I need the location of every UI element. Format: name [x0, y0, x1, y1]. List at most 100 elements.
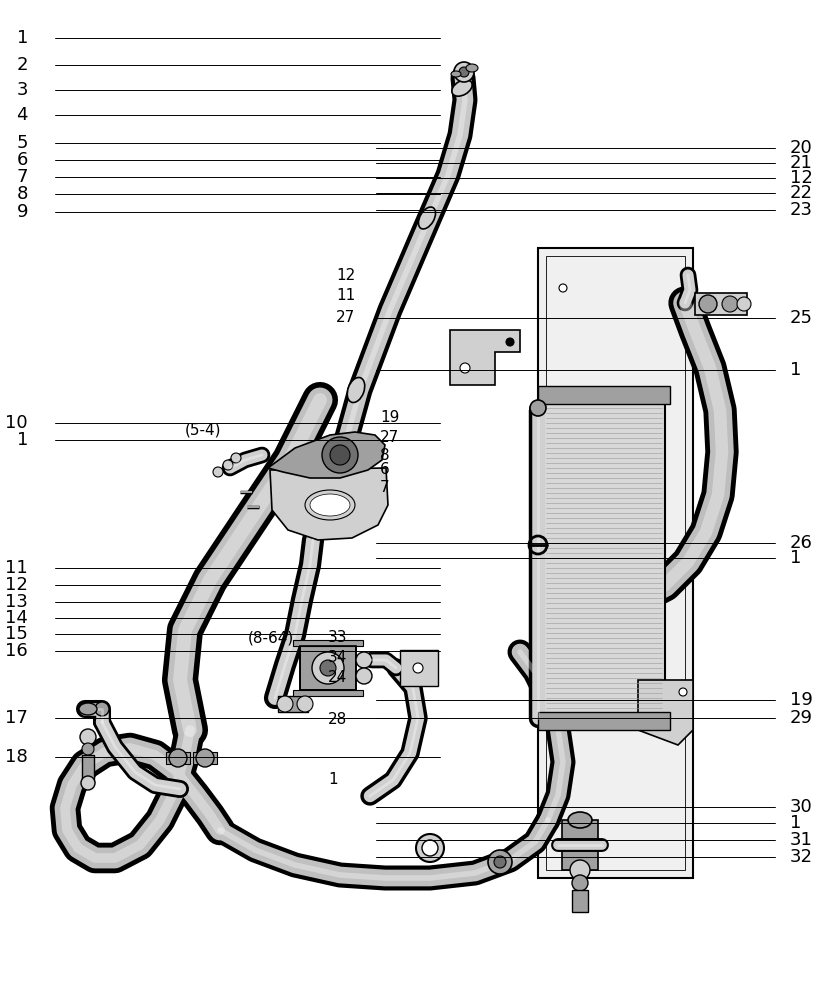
Text: 1: 1: [328, 772, 338, 788]
Circle shape: [722, 296, 738, 312]
Circle shape: [82, 743, 94, 755]
Polygon shape: [450, 330, 520, 385]
Circle shape: [679, 688, 687, 696]
Circle shape: [572, 875, 588, 891]
Bar: [193, 752, 217, 764]
Polygon shape: [270, 468, 388, 540]
Circle shape: [699, 295, 717, 313]
Ellipse shape: [451, 71, 461, 77]
Bar: [400, 650, 438, 686]
Circle shape: [422, 840, 438, 856]
Ellipse shape: [79, 703, 97, 715]
Circle shape: [80, 729, 96, 745]
Text: 17: 17: [5, 709, 28, 727]
Text: 18: 18: [5, 748, 28, 766]
Text: 19: 19: [790, 691, 813, 709]
Text: 10: 10: [6, 414, 28, 432]
Text: 1: 1: [16, 29, 28, 47]
Circle shape: [530, 400, 546, 416]
Text: 1: 1: [16, 431, 28, 449]
Bar: [543, 398, 665, 718]
Text: 8: 8: [16, 185, 28, 203]
Circle shape: [559, 284, 567, 292]
Text: 19: 19: [380, 410, 399, 426]
Circle shape: [223, 460, 233, 470]
Text: 7: 7: [16, 168, 28, 186]
Text: 31: 31: [790, 831, 813, 849]
Circle shape: [416, 834, 444, 862]
Bar: [538, 712, 670, 730]
Bar: [293, 640, 363, 646]
Ellipse shape: [348, 377, 365, 403]
Text: 12: 12: [5, 576, 28, 594]
Text: 2: 2: [16, 56, 28, 74]
Text: 22: 22: [790, 184, 813, 202]
Text: 21: 21: [790, 154, 813, 172]
Circle shape: [459, 67, 469, 77]
Ellipse shape: [310, 494, 350, 516]
Text: 27: 27: [380, 430, 399, 444]
Bar: [695, 293, 747, 315]
Circle shape: [322, 437, 358, 473]
Text: 26: 26: [790, 534, 813, 552]
Bar: [82, 755, 94, 783]
Bar: [538, 248, 693, 878]
Circle shape: [488, 850, 512, 874]
Circle shape: [231, 453, 241, 463]
Text: 12: 12: [336, 267, 355, 282]
Text: 30: 30: [790, 798, 813, 816]
Circle shape: [81, 776, 95, 790]
Bar: [546, 256, 685, 870]
Text: 9: 9: [16, 203, 28, 221]
Bar: [562, 820, 598, 870]
Bar: [572, 890, 588, 912]
Circle shape: [737, 297, 751, 311]
Text: 1: 1: [790, 814, 801, 832]
Bar: [278, 696, 308, 712]
Text: 1: 1: [790, 549, 801, 567]
Text: 15: 15: [5, 625, 28, 643]
Text: 3: 3: [16, 81, 28, 99]
Polygon shape: [268, 432, 385, 478]
Bar: [293, 690, 363, 696]
Circle shape: [277, 696, 293, 712]
Circle shape: [506, 338, 514, 346]
Circle shape: [213, 467, 223, 477]
Text: 5: 5: [16, 134, 28, 152]
Circle shape: [356, 668, 372, 684]
Text: 14: 14: [5, 609, 28, 627]
Circle shape: [356, 652, 372, 668]
Text: 33: 33: [328, 631, 348, 646]
Text: 6: 6: [380, 462, 390, 478]
Text: (5-4): (5-4): [185, 422, 221, 438]
Text: 25: 25: [790, 309, 813, 327]
Text: 27: 27: [336, 310, 355, 326]
Text: 20: 20: [790, 139, 813, 157]
Text: 16: 16: [5, 642, 28, 660]
Text: (8-64): (8-64): [248, 631, 295, 646]
Circle shape: [570, 860, 590, 880]
Bar: [166, 752, 190, 764]
Text: 4: 4: [16, 106, 28, 124]
Text: 13: 13: [5, 593, 28, 611]
Ellipse shape: [568, 812, 592, 828]
Ellipse shape: [419, 207, 436, 229]
Text: 29: 29: [790, 709, 813, 727]
Circle shape: [460, 363, 470, 373]
Bar: [300, 646, 356, 690]
Circle shape: [330, 445, 350, 465]
Text: 24: 24: [328, 670, 348, 686]
Text: 6: 6: [16, 151, 28, 169]
Text: 12: 12: [790, 169, 813, 187]
Circle shape: [196, 749, 214, 767]
Circle shape: [494, 856, 506, 868]
Text: 34: 34: [328, 650, 348, 666]
Polygon shape: [638, 680, 693, 745]
Text: 1: 1: [790, 361, 801, 379]
Ellipse shape: [466, 64, 478, 72]
Circle shape: [312, 652, 344, 684]
Text: 11: 11: [336, 288, 355, 302]
Bar: [300, 646, 356, 690]
Text: 23: 23: [790, 201, 813, 219]
Bar: [538, 386, 670, 404]
